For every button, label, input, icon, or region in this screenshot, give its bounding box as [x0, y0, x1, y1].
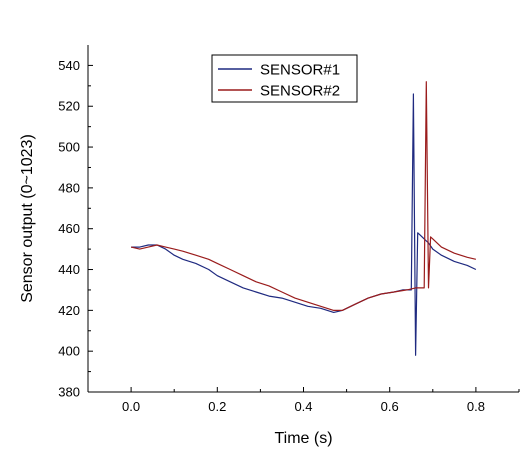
- series-line-1: [131, 93, 477, 356]
- x-tick-label: 0.2: [208, 399, 226, 414]
- x-tick-label: 0.6: [381, 399, 399, 414]
- y-tick-label: 480: [58, 180, 80, 195]
- series-line-2: [130, 81, 477, 311]
- y-tick-label: 540: [58, 58, 80, 73]
- y-tick-label: 400: [58, 344, 80, 359]
- legend: SENSOR#1 SENSOR#2: [211, 54, 358, 103]
- legend-box: [211, 54, 358, 103]
- x-tick-label: 0.8: [467, 399, 485, 414]
- x-axis-title: Time (s): [274, 430, 332, 447]
- x-tick-label: 0.0: [122, 399, 140, 414]
- y-tick-label: 420: [58, 303, 80, 318]
- y-tick-label: 500: [58, 140, 80, 155]
- y-axis-title: Sensor output (0~1023): [19, 134, 36, 303]
- y-tick-label: 380: [58, 385, 80, 400]
- x-tick-label: 0.4: [294, 399, 312, 414]
- y-tick-label: 520: [58, 99, 80, 114]
- y-tick-label: 440: [58, 262, 80, 277]
- legend-label: SENSOR#2: [260, 83, 340, 100]
- axes: 380 400 420 440 460 480 500 520 540 0.0 0.2 0.4 0.6 0…: [58, 45, 520, 414]
- plot-area: [130, 81, 477, 356]
- y-tick-label: 460: [58, 221, 80, 236]
- legend-label: SENSOR#1: [260, 62, 340, 79]
